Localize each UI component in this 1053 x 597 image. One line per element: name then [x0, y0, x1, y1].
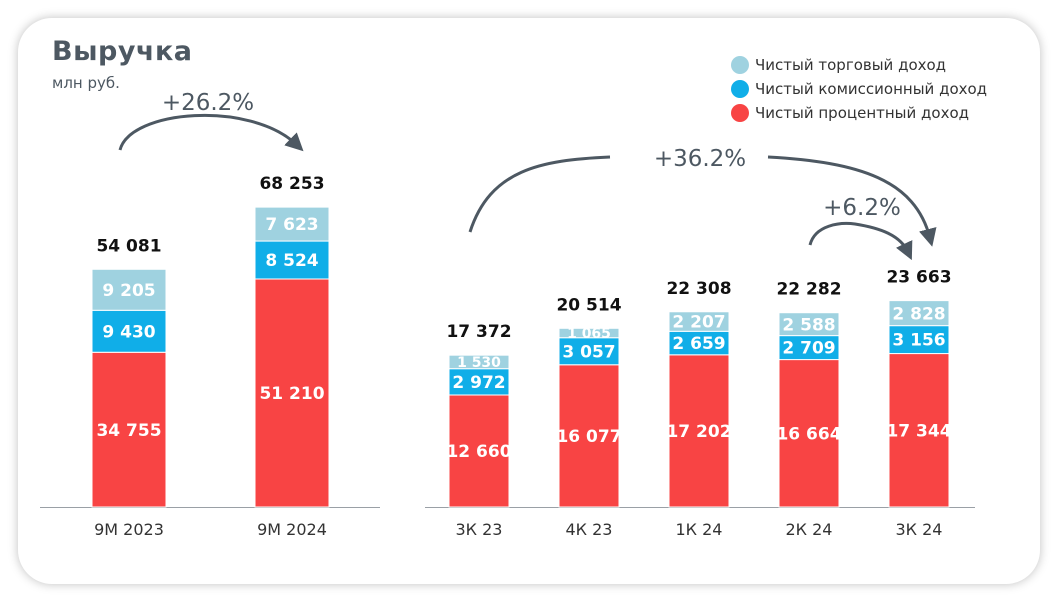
- total-label: 54 081: [96, 236, 161, 256]
- bar-segment-trading: [778, 312, 840, 337]
- bar-segment-interest: [888, 353, 950, 508]
- bar-segment-trading: [448, 354, 510, 370]
- bar-segment-commission: [448, 368, 510, 396]
- legend-item-commission: Чистый комиссионный доход: [731, 80, 987, 98]
- x-tick-label: 3К 23: [456, 520, 503, 539]
- growth-label-yoy: +36.2%: [654, 146, 746, 172]
- legend-label-trading: Чистый торговый доход: [755, 56, 947, 74]
- total-label: 20 514: [556, 295, 621, 315]
- legend-swatch-interest: [731, 104, 749, 122]
- data-label-commission: 2 659: [672, 334, 725, 354]
- growth-label-9m: +26.2%: [162, 90, 254, 116]
- data-label-interest: 17 202: [666, 422, 731, 442]
- data-label-commission: 2 709: [782, 339, 835, 359]
- data-label-trading: 1 065: [567, 326, 611, 342]
- data-label-trading: 7 623: [265, 215, 318, 235]
- bar-segment-trading: [558, 327, 620, 339]
- data-label-commission: 2 972: [452, 373, 505, 393]
- bar-segment-interest: [558, 364, 620, 508]
- data-label-interest: 34 755: [96, 421, 161, 441]
- data-label-trading: 2 588: [782, 315, 835, 335]
- data-label-interest: 16 664: [776, 424, 841, 444]
- bar-segment-trading: [668, 311, 730, 332]
- data-label-interest: 51 210: [259, 384, 324, 404]
- total-label: 23 663: [886, 268, 951, 288]
- data-label-trading: 2 207: [672, 313, 725, 333]
- bar-segment-trading: [91, 268, 167, 311]
- total-label: 17 372: [446, 322, 511, 342]
- bar-segment-interest: [91, 351, 167, 508]
- data-label-interest: 12 660: [446, 442, 511, 462]
- legend-swatch-commission: [731, 80, 749, 98]
- total-label: 22 308: [666, 279, 731, 299]
- growth-arrow-qoq: [808, 222, 913, 261]
- chart-card: [18, 18, 1040, 584]
- data-label-trading: 1 530: [457, 355, 501, 371]
- chart-title: Выручка: [52, 36, 193, 67]
- bar-segment-interest: [778, 359, 840, 508]
- x-tick-label: 4К 23: [566, 520, 613, 539]
- data-label-interest: 17 344: [886, 421, 951, 441]
- data-label-trading: 9 205: [102, 281, 155, 301]
- bar-segment-commission: [888, 325, 950, 355]
- data-label-interest: 16 077: [556, 427, 621, 447]
- x-tick-label: 1К 24: [676, 520, 723, 539]
- bar-segment-trading: [888, 300, 950, 327]
- x-tick-label: 9М 2024: [257, 520, 327, 539]
- bar-segment-interest: [668, 354, 730, 508]
- data-label-commission: 9 430: [102, 322, 155, 342]
- bar-segment-commission: [91, 309, 167, 353]
- x-tick-label: 9М 2023: [94, 520, 164, 539]
- growth-arrow-9m: [118, 113, 304, 152]
- units-label: млн руб.: [52, 74, 120, 92]
- x-tick-label: 3К 24: [896, 520, 943, 539]
- bar-segment-interest: [448, 394, 510, 508]
- legend-label-interest: Чистый процентный доход: [755, 104, 970, 122]
- bar-segment-commission: [558, 337, 620, 366]
- growth-arrow-yoy-right: [767, 155, 937, 247]
- data-label-commission: 3 156: [892, 331, 945, 351]
- data-label-trading: 2 828: [892, 304, 945, 324]
- legend-label-commission: Чистый комиссионный доход: [755, 80, 988, 98]
- growth-label-qoq: +6.2%: [823, 195, 901, 221]
- legend-item-interest: Чистый процентный доход: [731, 104, 969, 122]
- growth-arrow-yoy-left: [468, 155, 611, 233]
- legend-swatch-trading: [731, 56, 749, 74]
- x-tick-label: 2К 24: [786, 520, 833, 539]
- data-label-commission: 3 057: [562, 342, 615, 362]
- total-label: 22 282: [776, 280, 841, 300]
- bar-segment-trading: [254, 206, 330, 242]
- data-label-commission: 8 524: [265, 251, 318, 271]
- legend-item-trading: Чистый торговый доход: [731, 56, 946, 74]
- total-label: 68 253: [259, 174, 324, 194]
